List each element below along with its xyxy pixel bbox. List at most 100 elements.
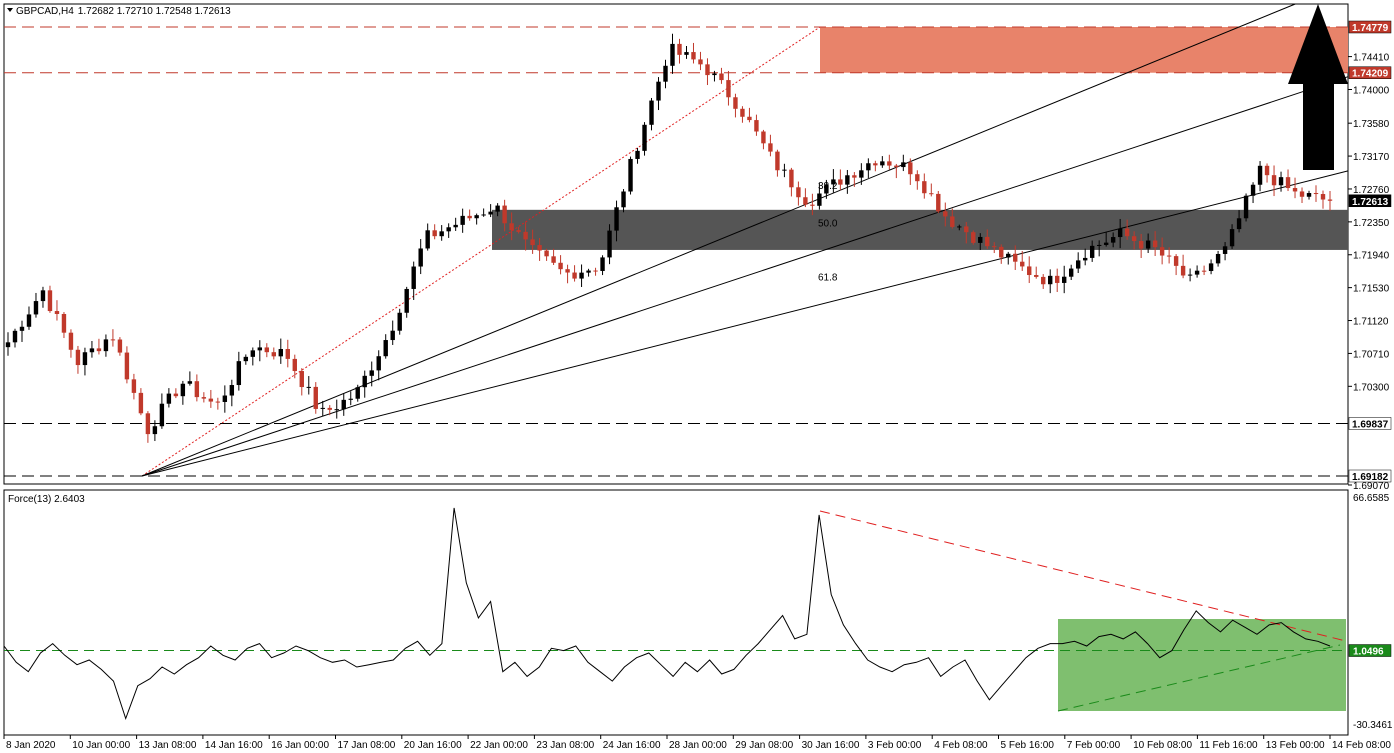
candle-body	[1243, 195, 1249, 219]
candle-body	[1159, 247, 1165, 256]
candle-body	[915, 174, 920, 182]
candle-body	[838, 179, 843, 185]
candle-body	[159, 403, 165, 427]
candle-body	[887, 161, 892, 166]
candle	[803, 188, 808, 208]
candle-body	[565, 269, 570, 273]
candle	[978, 233, 983, 250]
symbol-title: GBPCAD,H4 1.72682 1.72710 1.72548 1.72613	[16, 6, 231, 17]
price-tick-label: 1.70710	[1353, 349, 1390, 360]
candle	[460, 208, 465, 233]
candle	[516, 226, 521, 234]
candle	[110, 329, 116, 347]
candle	[992, 242, 997, 254]
candle-body	[964, 226, 969, 233]
candle-body	[376, 356, 381, 371]
candle-body	[600, 257, 605, 271]
candle-body	[1034, 275, 1039, 277]
candle-body	[663, 65, 668, 82]
candle-body	[404, 288, 409, 313]
candle	[1285, 169, 1291, 192]
candle-body	[131, 379, 137, 393]
level-badge-box	[1348, 417, 1392, 430]
time-tick-label: 7 Feb 00:00	[1067, 740, 1121, 751]
level-badge-box	[1348, 20, 1392, 34]
candle-body	[901, 162, 906, 168]
level-badge: 1.74779	[1348, 20, 1392, 34]
candle-body	[880, 161, 885, 166]
candle-body	[222, 395, 228, 402]
candle-body	[1327, 199, 1333, 201]
candle	[264, 343, 270, 358]
candle-body	[873, 163, 878, 166]
candle-body	[1006, 253, 1011, 258]
candle-body	[649, 100, 654, 125]
force-uptrend-line	[1057, 644, 1341, 712]
price-tick-label: 1.71120	[1353, 317, 1389, 328]
candle-body	[747, 116, 752, 121]
candle-body	[1103, 242, 1109, 245]
candle	[1145, 233, 1151, 253]
candle	[1124, 219, 1130, 240]
candle	[1166, 247, 1172, 264]
candle-body	[68, 332, 74, 350]
candle-body	[1110, 237, 1116, 243]
resistance-zone	[820, 27, 1348, 73]
candle	[1278, 171, 1284, 192]
level-badge-label: 1.74209	[1352, 69, 1389, 80]
candle-body	[47, 290, 53, 312]
candle	[187, 371, 193, 386]
candle-body	[194, 381, 200, 398]
candle-body	[166, 393, 172, 404]
candle-body	[719, 73, 724, 81]
candle-body	[726, 80, 731, 98]
candle	[201, 392, 207, 403]
candle	[145, 411, 151, 443]
candle-body	[866, 163, 871, 171]
candle	[684, 45, 689, 59]
price-tick-label: 1.73170	[1353, 152, 1390, 163]
candle-body	[971, 232, 976, 243]
candle	[761, 129, 766, 150]
candle	[243, 354, 249, 365]
candlestick-series	[5, 33, 1333, 443]
candle	[411, 261, 416, 300]
candle	[1082, 248, 1088, 266]
candle-body	[495, 205, 500, 212]
candle	[292, 354, 297, 379]
candle-body	[544, 250, 549, 257]
price-tick-label: 1.71530	[1353, 284, 1390, 295]
candle-body	[1306, 193, 1312, 197]
candle	[936, 191, 941, 214]
candle	[1055, 268, 1060, 292]
dropdown-triangle-icon[interactable]	[7, 8, 13, 12]
candle-body	[579, 272, 584, 279]
candle-body	[908, 162, 913, 175]
candle	[1194, 265, 1200, 278]
candle-body	[334, 409, 339, 411]
candle	[194, 374, 200, 402]
candle	[138, 388, 144, 416]
candle-body	[999, 246, 1004, 258]
candle	[768, 134, 773, 157]
candle	[439, 225, 444, 241]
candle	[1062, 265, 1067, 294]
candle-body	[705, 64, 710, 76]
candle	[1075, 252, 1081, 274]
candle-body	[691, 52, 696, 60]
time-tick-label: 13 Feb 00:00	[1266, 740, 1325, 751]
candle	[1299, 187, 1305, 204]
candle-body	[1173, 256, 1179, 266]
candle	[530, 229, 535, 254]
candle	[250, 347, 256, 366]
candle	[1306, 190, 1312, 200]
candle	[26, 306, 32, 330]
candle	[124, 346, 130, 384]
candle-body	[1264, 165, 1270, 176]
time-tick-label: 30 Jan 16:00	[802, 740, 860, 751]
candle	[33, 292, 39, 318]
candle-body	[292, 358, 297, 372]
current-price-badge-label: 1.72613	[1352, 197, 1389, 208]
level-badge-label: 1.69182	[1352, 472, 1389, 483]
candle-body	[1082, 257, 1088, 261]
